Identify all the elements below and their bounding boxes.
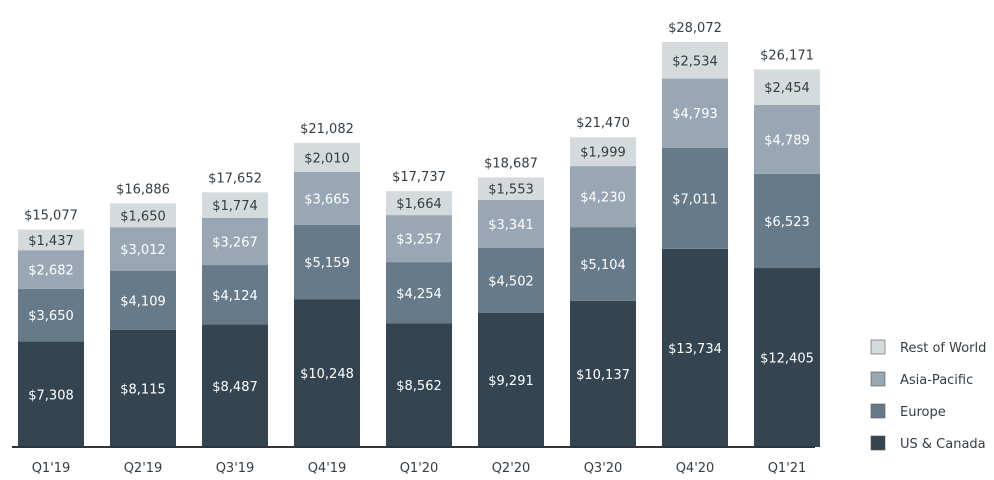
x-tick-label: Q1'21: [768, 461, 807, 476]
data-label: $4,124: [212, 289, 258, 304]
bar-segment-us-canada: [18, 341, 84, 447]
data-label: $5,159: [304, 256, 350, 271]
data-label: $2,682: [28, 264, 74, 279]
bar-segment-rest-of-world: [662, 42, 728, 79]
total-label: $17,652: [208, 171, 262, 186]
bar-segment-rest-of-world: [570, 137, 636, 167]
x-tick-label: Q3'20: [584, 461, 623, 476]
data-label: $4,109: [120, 294, 166, 309]
bar-segment-asia-pacific: [110, 227, 176, 271]
bar-segment-europe: [570, 227, 636, 301]
data-label: $1,664: [396, 197, 442, 212]
x-tick-label: Q4'19: [308, 461, 347, 476]
data-label: $1,437: [28, 234, 74, 249]
data-label: $3,650: [28, 309, 74, 324]
legend-swatch: [870, 371, 886, 387]
data-label: $2,454: [764, 81, 810, 96]
data-label: $3,267: [212, 235, 258, 250]
bar-segment-europe: [478, 248, 544, 313]
bar-segment-asia-pacific: [478, 199, 544, 249]
x-tick-label: Q1'19: [32, 461, 71, 476]
total-label: $16,886: [116, 182, 170, 197]
data-label: $10,248: [300, 367, 354, 382]
bar-segment-asia-pacific: [294, 171, 360, 225]
data-label: $4,502: [488, 274, 534, 289]
legend-label: US & Canada: [900, 437, 986, 452]
data-label: $3,012: [120, 243, 166, 258]
bar-segment-asia-pacific: [18, 250, 84, 289]
bar-segment-rest-of-world: [110, 203, 176, 228]
bar-segment-us-canada: [662, 248, 728, 447]
data-label: $3,257: [396, 233, 442, 248]
data-label: $9,291: [488, 374, 534, 389]
bar-segment-us-canada: [294, 299, 360, 447]
legend-label: Rest of World: [900, 341, 986, 356]
data-label: $12,405: [760, 352, 814, 367]
bar-segment-us-canada: [754, 268, 820, 447]
bar-segment-us-canada: [202, 324, 268, 447]
bar-segment-us-canada: [478, 312, 544, 447]
bar-segment-us-canada: [110, 329, 176, 447]
bar-segment-rest-of-world: [294, 142, 360, 172]
bar-segment-asia-pacific: [754, 104, 820, 174]
bar-segment-rest-of-world: [386, 191, 452, 216]
data-label: $4,254: [396, 287, 442, 302]
total-label: $21,470: [576, 116, 630, 131]
total-label: $18,687: [484, 156, 538, 171]
data-label: $8,562: [396, 379, 442, 394]
bar-segment-europe: [386, 262, 452, 324]
data-label: $1,553: [488, 183, 534, 198]
data-label: $7,011: [672, 192, 718, 207]
x-tick-label: Q4'20: [676, 461, 715, 476]
data-label: $4,793: [672, 107, 718, 122]
total-label: $17,737: [392, 170, 446, 185]
data-label: $5,104: [580, 258, 626, 273]
data-label: $3,665: [304, 192, 350, 207]
legend-label: Asia-Pacific: [900, 373, 973, 388]
x-tick-label: Q2'20: [492, 461, 531, 476]
total-label: $21,082: [300, 122, 354, 137]
bar-segment-asia-pacific: [386, 215, 452, 263]
data-label: $8,487: [212, 380, 258, 395]
legend-swatch: [870, 339, 886, 355]
data-label: $8,115: [120, 382, 166, 397]
data-label: $3,341: [488, 218, 534, 233]
bar-segment-asia-pacific: [570, 166, 636, 228]
data-label: $1,774: [212, 199, 258, 214]
bar-segment-rest-of-world: [202, 192, 268, 218]
data-label: $2,010: [304, 151, 350, 166]
bar-segment-rest-of-world: [18, 229, 84, 251]
data-label: $1,650: [120, 209, 166, 224]
bar-segment-asia-pacific: [662, 78, 728, 148]
x-tick-label: Q1'20: [400, 461, 439, 476]
bar-segment-europe: [202, 265, 268, 325]
data-label: $1,999: [580, 146, 626, 161]
bar-segment-europe: [110, 270, 176, 330]
data-label: $6,523: [764, 215, 810, 230]
data-label: $7,308: [28, 388, 74, 403]
legend-swatch: [870, 435, 886, 451]
x-tick-label: Q2'19: [124, 461, 163, 476]
bar-segment-europe: [18, 288, 84, 342]
bar-segment-europe: [662, 147, 728, 249]
data-label: $4,789: [764, 133, 810, 148]
total-label: $26,171: [760, 48, 814, 63]
data-label: $2,534: [672, 54, 718, 69]
bar-segment-us-canada: [570, 300, 636, 447]
bar-segment-rest-of-world: [478, 177, 544, 200]
data-label: $10,137: [576, 368, 630, 383]
bar-segment-us-canada: [386, 323, 452, 447]
data-label: $13,734: [668, 342, 722, 357]
legend-label: Europe: [900, 405, 946, 420]
legend-swatch: [870, 403, 886, 419]
total-label: $28,072: [668, 21, 722, 36]
bar-segment-rest-of-world: [754, 69, 820, 105]
bar-segment-europe: [754, 173, 820, 269]
bar-segment-asia-pacific: [202, 217, 268, 266]
bar-segment-europe: [294, 224, 360, 300]
total-label: $15,077: [24, 208, 78, 223]
x-tick-label: Q3'19: [216, 461, 255, 476]
data-label: $4,230: [580, 191, 626, 206]
